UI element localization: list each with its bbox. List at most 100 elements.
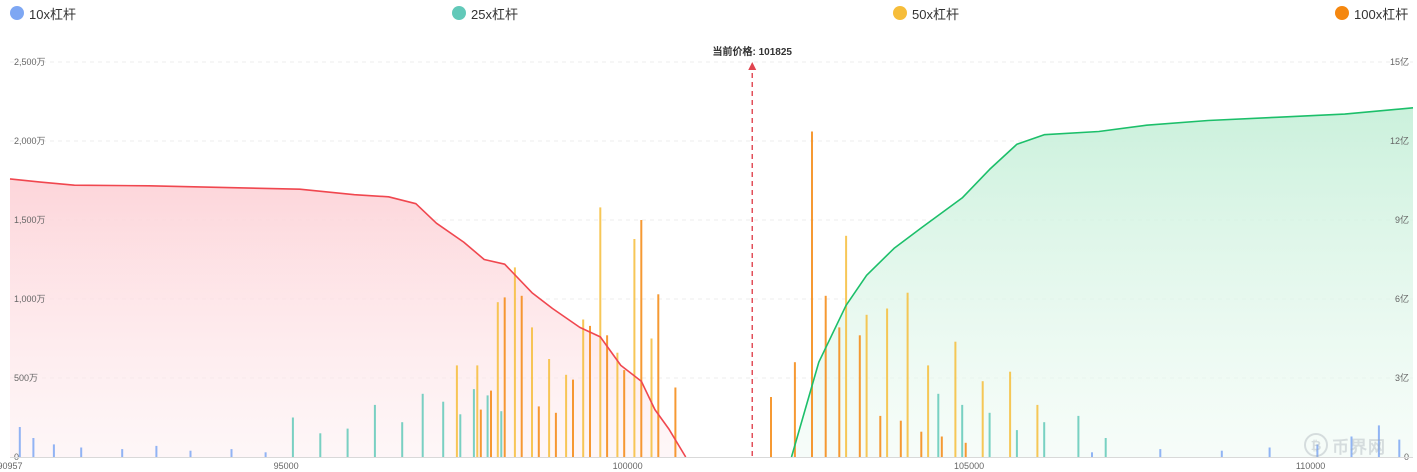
watermark: ₿ 币界网 bbox=[1304, 430, 1414, 460]
bar-10x bbox=[80, 447, 83, 457]
long-cumulative-area bbox=[10, 178, 686, 457]
bar-25x bbox=[401, 422, 404, 457]
bar-10x bbox=[155, 445, 158, 457]
legend-label-10x: 10x杠杆 bbox=[29, 6, 76, 22]
bar-25x bbox=[988, 412, 991, 457]
bar-10x bbox=[1220, 450, 1223, 457]
watermark-text: 币界网 bbox=[1332, 437, 1386, 457]
bar-100x bbox=[479, 409, 482, 457]
bar-100x bbox=[964, 442, 967, 457]
bar-25x bbox=[937, 393, 940, 457]
short-cumulative-area bbox=[791, 107, 1413, 458]
x-tick-label: 95000 bbox=[274, 461, 299, 471]
bar-25x bbox=[500, 411, 503, 457]
chart-legend: 10x杠杆 25x杠杆 50x杠杆 100x杠杆 bbox=[0, 4, 1417, 22]
left-tick-label: 1,500万 bbox=[14, 215, 46, 225]
bar-25x bbox=[459, 414, 462, 457]
bar-100x bbox=[623, 370, 626, 457]
bar-10x bbox=[189, 450, 192, 457]
right-tick-label: 6亿 bbox=[1395, 293, 1409, 304]
bar-50x bbox=[633, 239, 636, 457]
legend-item-100x[interactable]: 100x杠杆 bbox=[1335, 4, 1408, 22]
legend-item-25x[interactable]: 25x杠杆 bbox=[452, 4, 518, 22]
bitcoin-icon: ₿ bbox=[1304, 433, 1328, 457]
bar-50x bbox=[616, 352, 619, 457]
bar-50x bbox=[650, 338, 653, 457]
bar-100x bbox=[657, 294, 660, 457]
right-tick-label: 9亿 bbox=[1395, 214, 1409, 225]
legend-dot-10x bbox=[10, 6, 24, 20]
bar-100x bbox=[824, 295, 827, 457]
right-tick-label: 3亿 bbox=[1395, 372, 1409, 383]
bar-50x bbox=[886, 308, 889, 457]
bar-50x bbox=[1036, 404, 1039, 457]
bar-25x bbox=[472, 389, 475, 457]
bar-50x bbox=[455, 365, 458, 457]
legend-item-10x[interactable]: 10x杠杆 bbox=[10, 4, 76, 22]
x-tick-label: 100000 bbox=[613, 461, 643, 471]
bar-10x bbox=[52, 444, 55, 457]
bar-50x bbox=[565, 374, 568, 457]
axes: 0500万1,000万1,500万2,000万2,500万03亿6亿9亿12亿1… bbox=[0, 56, 1413, 471]
left-tick-label: 500万 bbox=[14, 373, 38, 383]
bar-25x bbox=[291, 417, 294, 457]
bar-10x bbox=[121, 449, 124, 457]
bar-50x bbox=[599, 207, 602, 457]
bar-10x bbox=[264, 452, 267, 457]
bar-50x bbox=[954, 341, 957, 457]
bar-10x bbox=[1398, 439, 1401, 457]
short-cumulative-line bbox=[790, 107, 1414, 458]
legend-item-50x[interactable]: 50x杠杆 bbox=[893, 4, 959, 22]
bar-10x bbox=[1159, 449, 1162, 457]
legend-dot-25x bbox=[452, 6, 466, 20]
bar-100x bbox=[920, 431, 923, 457]
bar-100x bbox=[554, 412, 557, 457]
bar-25x bbox=[1015, 430, 1018, 457]
bar-10x bbox=[1268, 447, 1271, 457]
bar-25x bbox=[1104, 438, 1107, 457]
bar-50x bbox=[865, 314, 868, 457]
bar-50x bbox=[1009, 371, 1012, 457]
bar-25x bbox=[442, 401, 445, 457]
bar-50x bbox=[476, 365, 479, 457]
bar-25x bbox=[486, 395, 489, 457]
x-tick-label: 105000 bbox=[954, 461, 984, 471]
legend-dot-100x bbox=[1335, 6, 1349, 20]
bar-25x bbox=[373, 404, 376, 457]
left-tick-label: 2,500万 bbox=[14, 57, 46, 67]
cumulative-lines bbox=[9, 107, 1414, 458]
bar-10x bbox=[32, 438, 35, 457]
bar-100x bbox=[838, 327, 841, 457]
right-tick-label: 15亿 bbox=[1390, 56, 1409, 67]
current-price-arrow-icon bbox=[748, 62, 757, 70]
bar-100x bbox=[537, 406, 540, 457]
legend-label-25x: 25x杠杆 bbox=[471, 6, 518, 22]
legend-label-50x: 50x杠杆 bbox=[912, 6, 959, 22]
bar-10x bbox=[1091, 452, 1093, 457]
bar-25x bbox=[1077, 415, 1080, 457]
x-tick-label: 110000 bbox=[1296, 461, 1325, 471]
bar-50x bbox=[845, 235, 848, 457]
bar-50x bbox=[513, 267, 516, 457]
bar-50x bbox=[981, 381, 984, 457]
right-tick-label: 12亿 bbox=[1390, 135, 1409, 146]
bar-100x bbox=[606, 335, 609, 457]
current-price-marker: 当前价格: 101825 bbox=[712, 45, 792, 457]
bar-100x bbox=[674, 387, 677, 457]
bar-100x bbox=[490, 390, 492, 457]
bar-100x bbox=[770, 397, 772, 457]
leverage-bars bbox=[18, 131, 1401, 457]
cumulative-areas bbox=[10, 107, 1413, 458]
bar-25x bbox=[421, 393, 424, 457]
bar-100x bbox=[811, 131, 813, 457]
bar-10x bbox=[18, 427, 21, 457]
x-tick-label: 90957 bbox=[0, 461, 23, 471]
legend-label-100x: 100x杠杆 bbox=[1354, 6, 1409, 22]
long-cumulative-line bbox=[9, 178, 687, 458]
left-tick-label: 1,000万 bbox=[14, 294, 46, 304]
bar-100x bbox=[940, 436, 943, 457]
bar-100x bbox=[879, 415, 882, 457]
bar-100x bbox=[589, 325, 591, 457]
bar-25x bbox=[346, 428, 349, 457]
